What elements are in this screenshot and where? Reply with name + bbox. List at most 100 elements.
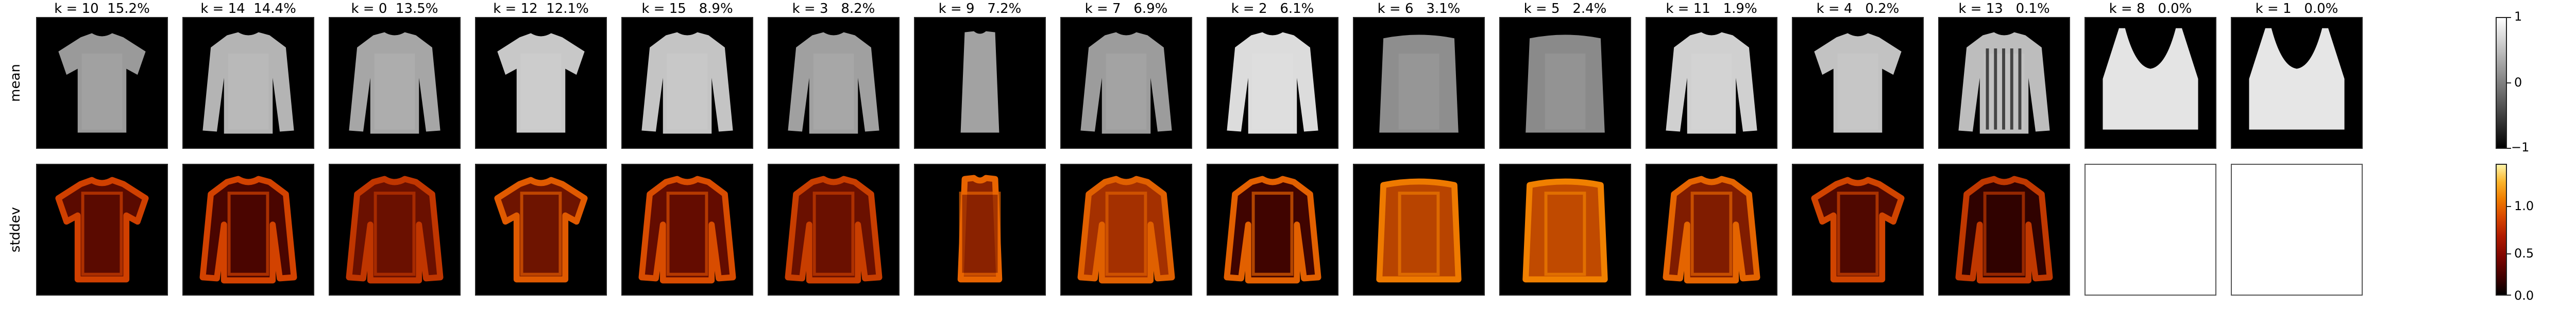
mean-image: [349, 32, 440, 134]
mean-panel: [1792, 17, 1924, 149]
mean-panel: [1207, 17, 1338, 149]
mean-image: [497, 33, 585, 133]
mean-garment-highlight: [1398, 53, 1439, 130]
mean-image: [2103, 28, 2198, 130]
column-title: k = 7 6.9%: [1084, 1, 1168, 16]
mean-image: [960, 31, 999, 133]
mean-garment-shape: [1526, 35, 1605, 133]
mean-garment-shape: [202, 32, 294, 134]
stddev-panel: [329, 164, 461, 296]
column-title: k = 9 7.2%: [938, 1, 1022, 16]
mean-garment-highlight: [228, 53, 269, 130]
column-title: k = 14 14.4%: [200, 1, 296, 16]
mean-garment-shape: [497, 33, 585, 133]
column-title: k = 1 0.0%: [2255, 1, 2338, 16]
stddev-panel: [475, 164, 607, 296]
mean-image: [788, 32, 879, 134]
mean-panel: [36, 17, 168, 149]
stddev-garment-inner: [1398, 192, 1440, 276]
stddev-garment-inner: [374, 192, 416, 276]
mean-image: [1526, 35, 1605, 133]
mean-garment-shape: [1814, 33, 1902, 133]
mean-image: [1814, 33, 1902, 133]
mean-garment-shape: [788, 32, 879, 134]
stddev-panel: [1938, 164, 2070, 296]
mean-panel: [1353, 17, 1485, 149]
mean-cbar-tick-mark-top: [2507, 17, 2511, 18]
mean-cbar-tick-mark-mid: [2507, 82, 2511, 83]
mean-image: [1379, 35, 1459, 133]
stddev-image: [638, 176, 736, 284]
mean-colorbar: [2496, 17, 2507, 149]
stddev-image: [785, 176, 883, 284]
stddev-cbar-tick-05: 0.5: [2514, 246, 2534, 261]
column-title: k = 2 6.1%: [1231, 1, 1314, 16]
stddev-garment-inner: [227, 192, 269, 276]
stddev-colorbar: [2496, 164, 2507, 296]
column-title: k = 12 12.1%: [493, 1, 589, 16]
column-title: k = 5 2.4%: [1523, 1, 1607, 16]
stddev-image: [55, 177, 149, 283]
mean-panel: [1646, 17, 1777, 149]
stddev-garment-inner: [666, 192, 708, 276]
mean-garment-highlight: [667, 53, 708, 130]
row-label-stddev: stddev: [0, 164, 31, 296]
mean-garment-shape: [1227, 32, 1318, 134]
mean-panel: [1938, 17, 2070, 149]
column-title: k = 8 0.0%: [2109, 1, 2192, 16]
stddev-cbar-tick-mark-0: [2507, 295, 2511, 296]
mean-garment-highlight: [1252, 53, 1293, 130]
mean-garment-shape: [2103, 28, 2198, 130]
mean-garment-highlight: [813, 53, 854, 130]
stddev-cbar-tick-1: 1.0: [2514, 199, 2534, 213]
mean-garment-highlight: [1837, 53, 1878, 130]
column-title: k = 11 1.9%: [1666, 1, 1757, 16]
mean-panel: [914, 17, 1046, 149]
mean-garment-highlight: [1545, 53, 1586, 130]
stddev-garment-inner: [1105, 192, 1147, 276]
mean-panel: [329, 17, 461, 149]
stddev-garment-inner: [1983, 192, 2025, 276]
stddev-image: [1224, 176, 1321, 284]
stddev-garment-inner: [81, 192, 123, 276]
mean-panel: [2231, 17, 2363, 149]
mean-garment-highlight: [81, 53, 123, 130]
stddev-image: [1955, 176, 2053, 284]
stddev-panel: [1792, 164, 1924, 296]
stddev-cbar-tick-mark-1: [2507, 206, 2511, 207]
stddev-image: [1663, 176, 1760, 284]
mean-garment-shape: [349, 32, 440, 134]
stddev-image: [957, 175, 1003, 283]
mean-cbar-tick-mid: 0: [2514, 75, 2522, 90]
mean-cbar-tick-bottom: −1: [2511, 140, 2530, 154]
stddev-garment-inner: [520, 192, 562, 276]
mean-garment-shape: [1379, 35, 1459, 133]
mean-panel: [2084, 17, 2216, 149]
mean-garment-shape: [2249, 28, 2345, 130]
stddev-image: [199, 176, 297, 284]
stddev-image: [1376, 178, 1462, 283]
mean-garment-shape: [960, 31, 999, 133]
stddev-panel: [914, 164, 1046, 296]
mean-garment-highlight: [374, 53, 415, 130]
mean-image: [1958, 32, 2050, 134]
mean-stripe: [1986, 48, 1989, 130]
column-title: k = 13 0.1%: [1958, 1, 2050, 16]
stddev-image: [1522, 178, 1608, 283]
stddev-cbar-tick-mark-05: [2507, 253, 2511, 254]
stddev-garment-inner: [1251, 192, 1294, 276]
mean-image: [1666, 32, 1757, 134]
mean-cbar-tick-mark-bottom: [2507, 148, 2511, 149]
stddev-panel: [1646, 164, 1777, 296]
column-title: k = 6 3.1%: [1377, 1, 1461, 16]
stddev-garment-inner: [959, 192, 1001, 276]
column-title: k = 3 8.2%: [792, 1, 875, 16]
mean-image: [1227, 32, 1318, 134]
stddev-panel: [1207, 164, 1338, 296]
mean-image: [58, 33, 146, 133]
stddev-garment-inner: [1690, 192, 1733, 276]
stddev-image: [346, 176, 444, 284]
mean-garment-shape: [1666, 32, 1757, 134]
mean-image: [2249, 28, 2345, 130]
mean-garment-shape: [1080, 32, 1172, 134]
